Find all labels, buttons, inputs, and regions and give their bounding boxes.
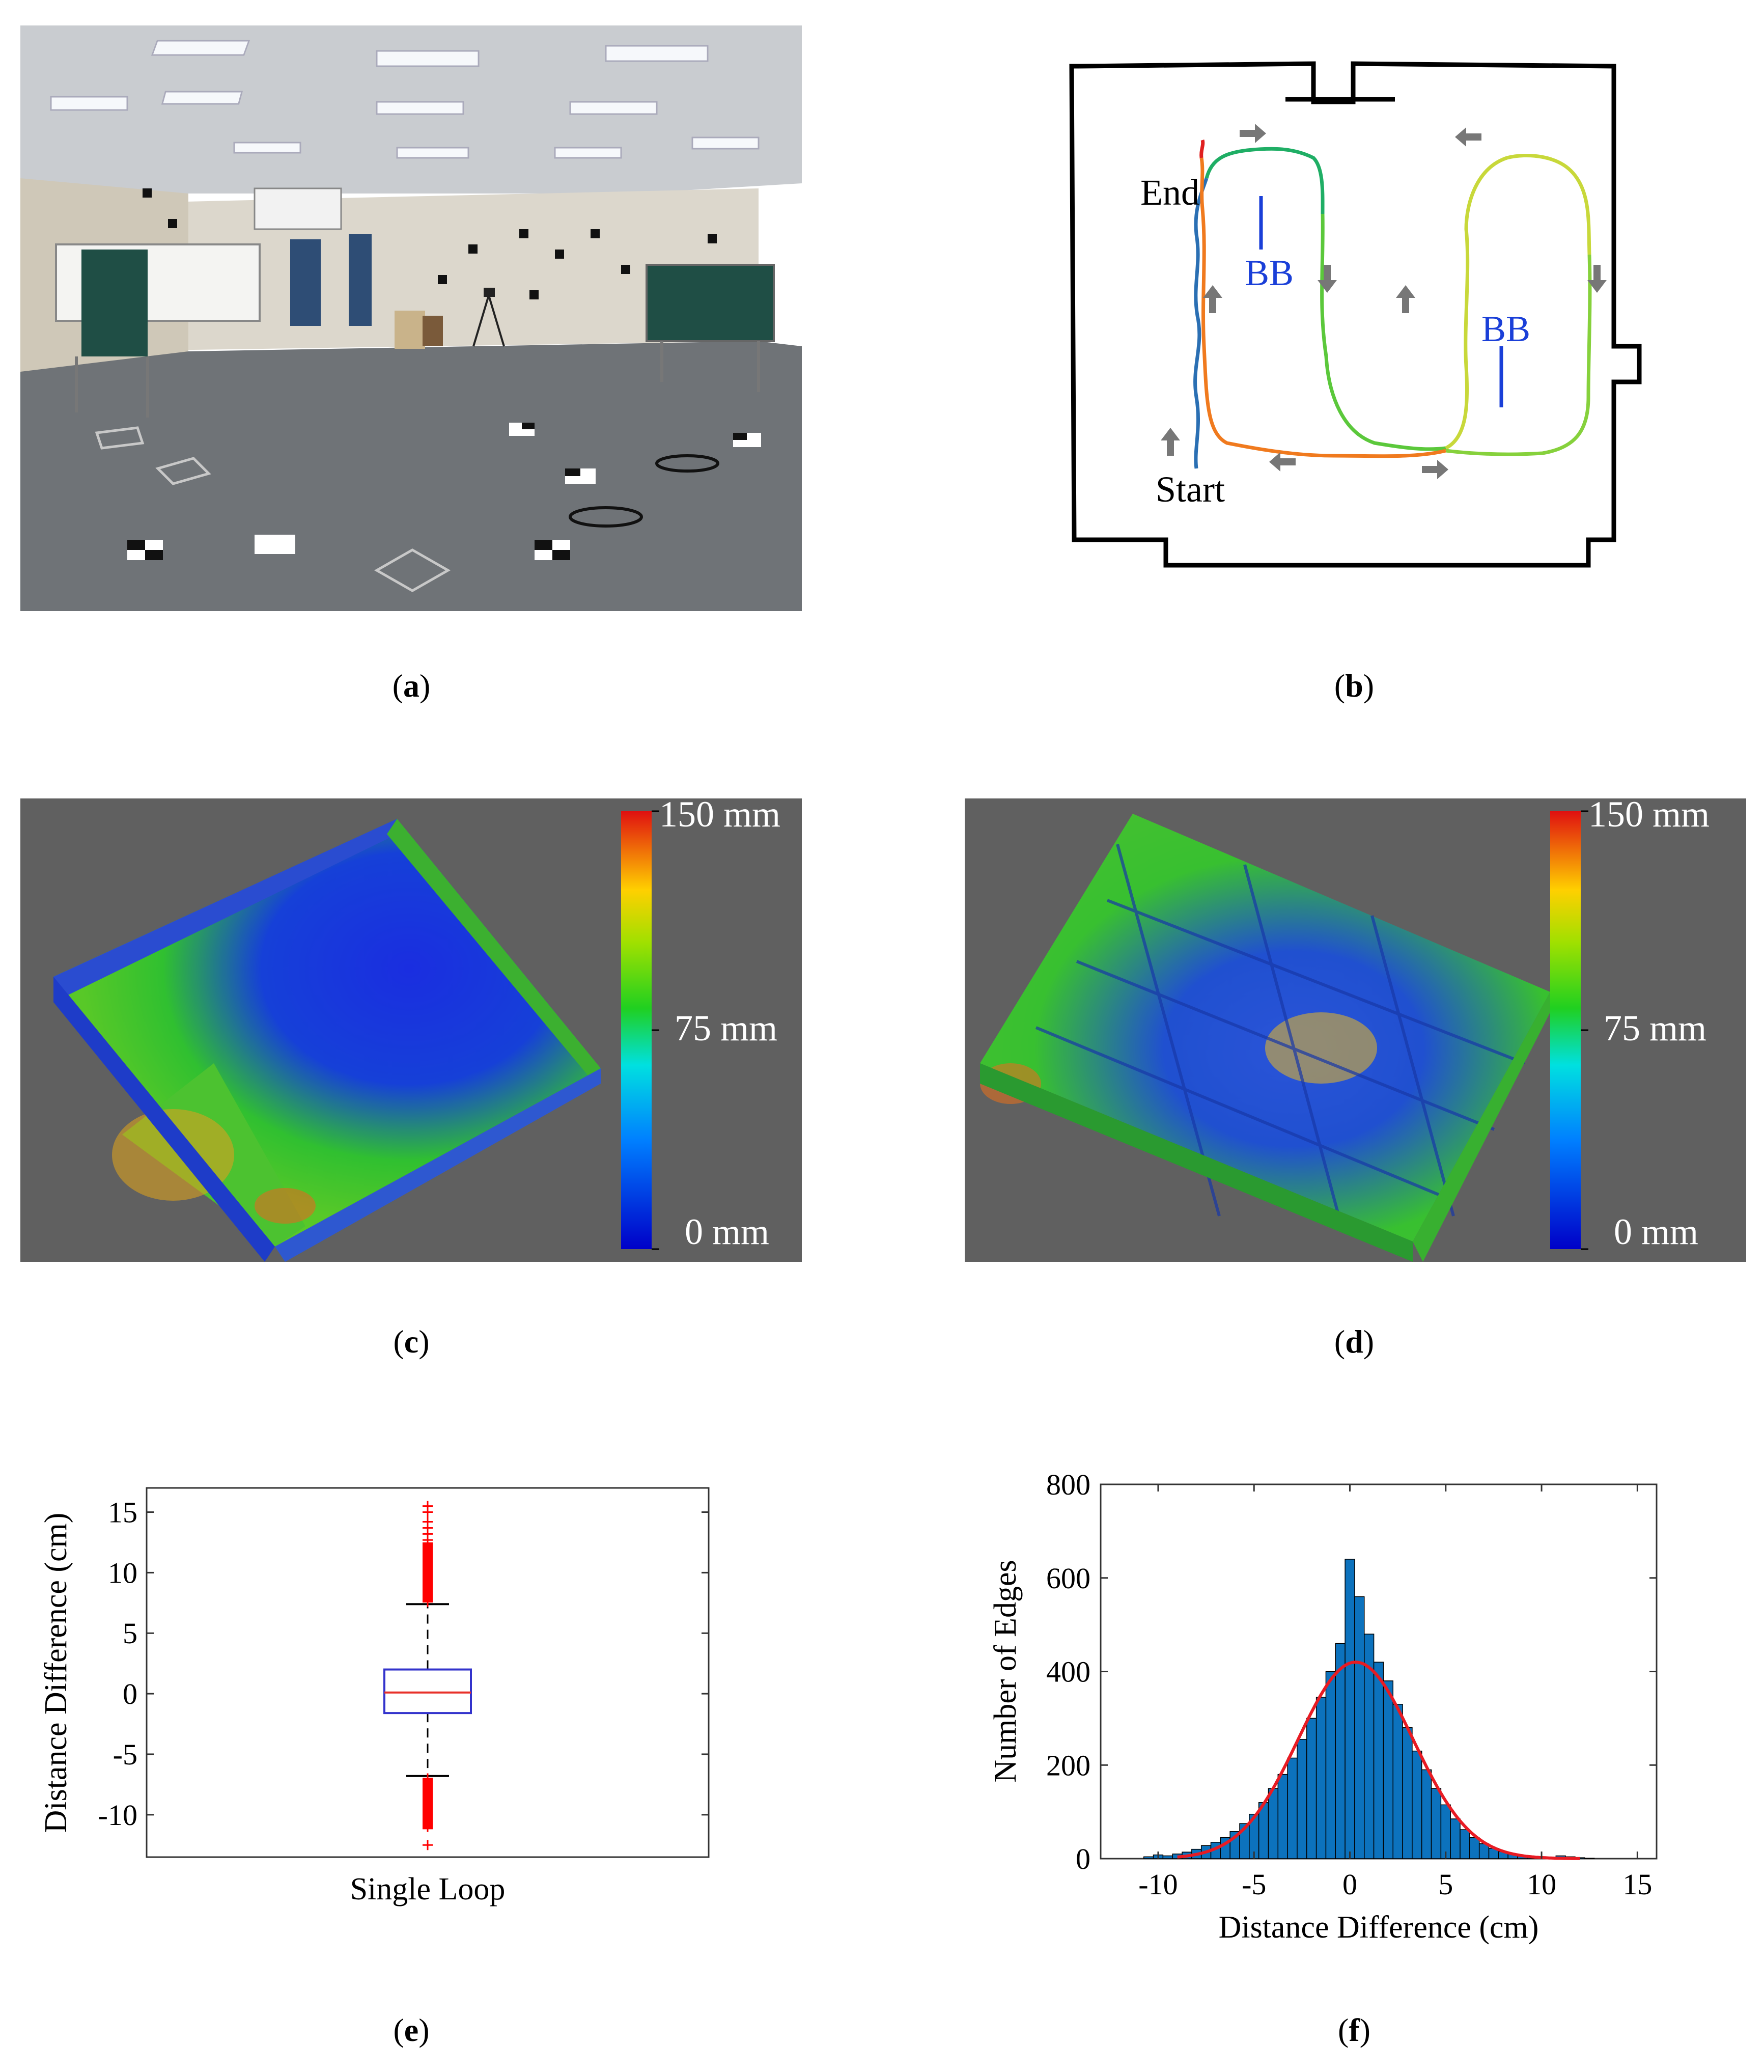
- histogram-bar: [1277, 1774, 1288, 1859]
- caption-d: (d): [1334, 1323, 1375, 1360]
- histogram-bar: [1335, 1643, 1346, 1859]
- histogram-bar: [1421, 1769, 1432, 1859]
- histogram-bar: [1469, 1837, 1480, 1859]
- histogram-chart: 0 200 400 600 800 -10 -5 0 5 10 15 Number of Edge…: [988, 1468, 1658, 1945]
- iqr-box: [383, 1668, 472, 1715]
- direction-arrows: [1161, 124, 1607, 479]
- histogram-x-axis-label: Distance Difference (cm): [1219, 1910, 1539, 1945]
- boxplot-category-label: Single Loop: [350, 1872, 506, 1907]
- label-bb-left: BB: [1245, 253, 1294, 293]
- panel-b-trajectory-map: End Start BB BB: [1059, 41, 1660, 581]
- caption-a: (a): [392, 668, 431, 704]
- histogram-bar: [1325, 1671, 1336, 1859]
- histogram-bar: [1392, 1704, 1403, 1859]
- panel-a-photo: [20, 25, 802, 611]
- colorbar-top-label: 150 mm: [659, 798, 780, 835]
- y-tick-label: 400: [1046, 1655, 1090, 1689]
- boxplot-y-axis-label: Distance Difference (cm): [39, 1513, 73, 1833]
- label-end: End: [1140, 172, 1199, 213]
- histogram-bar: [1431, 1788, 1442, 1859]
- histogram-bar: [1297, 1738, 1307, 1859]
- y-tick-label: 200: [1046, 1749, 1090, 1782]
- panel-c-error-map: 150 mm 75 mm 0 mm: [20, 794, 802, 1262]
- label-start: Start: [1156, 469, 1225, 510]
- y-tick-label: 10: [108, 1556, 137, 1589]
- x-tick-label: 10: [1527, 1868, 1556, 1901]
- y-tick-label: 0: [123, 1677, 137, 1710]
- caption-f: (f): [1338, 2012, 1370, 2048]
- colorbar: [1550, 811, 1581, 1249]
- histogram-bar: [1440, 1804, 1451, 1859]
- caption-b: (b): [1334, 668, 1375, 704]
- trajectory-path: [1193, 139, 1592, 469]
- room-photo-illustration: [20, 25, 802, 611]
- boxplot-chart: 15 10 5 0 -5 -10 Distance Difference (cm) Sin…: [39, 1487, 710, 1907]
- histogram-bar: [1287, 1757, 1298, 1859]
- histogram-bar: [1373, 1662, 1384, 1859]
- y-tick-label: -10: [98, 1799, 137, 1832]
- histogram-bar: [1268, 1788, 1279, 1859]
- y-tick-label: 5: [123, 1617, 137, 1650]
- histogram-bar: [1306, 1718, 1317, 1859]
- histogram-bar: [1345, 1559, 1355, 1859]
- colorbar-top-label: 150 mm: [1588, 798, 1710, 835]
- outlier-band-high: [423, 1542, 433, 1602]
- x-tick-label: 15: [1622, 1868, 1652, 1901]
- colorbar-mid-label: 75 mm: [675, 1008, 777, 1048]
- y-tick-label: -5: [113, 1738, 137, 1771]
- y-tick-label: 800: [1046, 1468, 1090, 1501]
- x-tick-label: -10: [1138, 1868, 1178, 1901]
- x-tick-label: -5: [1242, 1868, 1266, 1901]
- x-tick-label: 5: [1438, 1868, 1453, 1901]
- normal-fit-curve: [1177, 1661, 1580, 1860]
- y-tick-label: 600: [1046, 1562, 1090, 1595]
- room-scan: [980, 814, 1550, 1241]
- colorbar-mid-label: 75 mm: [1604, 1008, 1706, 1048]
- x-tick-label: 0: [1342, 1868, 1357, 1901]
- colorbar-bottom-label: 0 mm: [685, 1211, 769, 1252]
- outlier-band-low: [423, 1778, 433, 1830]
- colorbar: [621, 811, 652, 1249]
- y-tick-label: 15: [108, 1496, 137, 1529]
- colorbar-bottom-label: 0 mm: [1614, 1211, 1698, 1252]
- histogram-bar: [1315, 1697, 1327, 1859]
- caption-e: (e): [393, 2012, 430, 2048]
- histogram-bar: [1450, 1818, 1461, 1859]
- histogram-bar: [1584, 1858, 1595, 1859]
- histogram-bar: [1402, 1727, 1413, 1859]
- y-tick-label: 0: [1076, 1842, 1090, 1875]
- histogram-y-axis-label: Number of Edges: [988, 1560, 1023, 1782]
- histogram-bar: [1143, 1856, 1154, 1859]
- map-outline: [1069, 61, 1642, 568]
- histogram-bar: [1412, 1750, 1422, 1859]
- histogram-bar: [1383, 1680, 1393, 1859]
- panel-e-boxplot: 15 10 5 0 -5 -10 Distance Difference (cm) Sin…: [31, 1467, 743, 1950]
- label-bb-right: BB: [1481, 309, 1530, 349]
- panel-d-error-map: 150 mm 75 mm 0 mm: [965, 794, 1746, 1262]
- panel-f-histogram: 0 200 400 600 800 -10 -5 0 5 10 15 Number of Edge…: [983, 1461, 1695, 1950]
- caption-c: (c): [393, 1323, 430, 1360]
- histogram-bar: [1460, 1829, 1470, 1859]
- histogram-bar: [1162, 1855, 1173, 1859]
- histogram-bar: [1354, 1596, 1365, 1859]
